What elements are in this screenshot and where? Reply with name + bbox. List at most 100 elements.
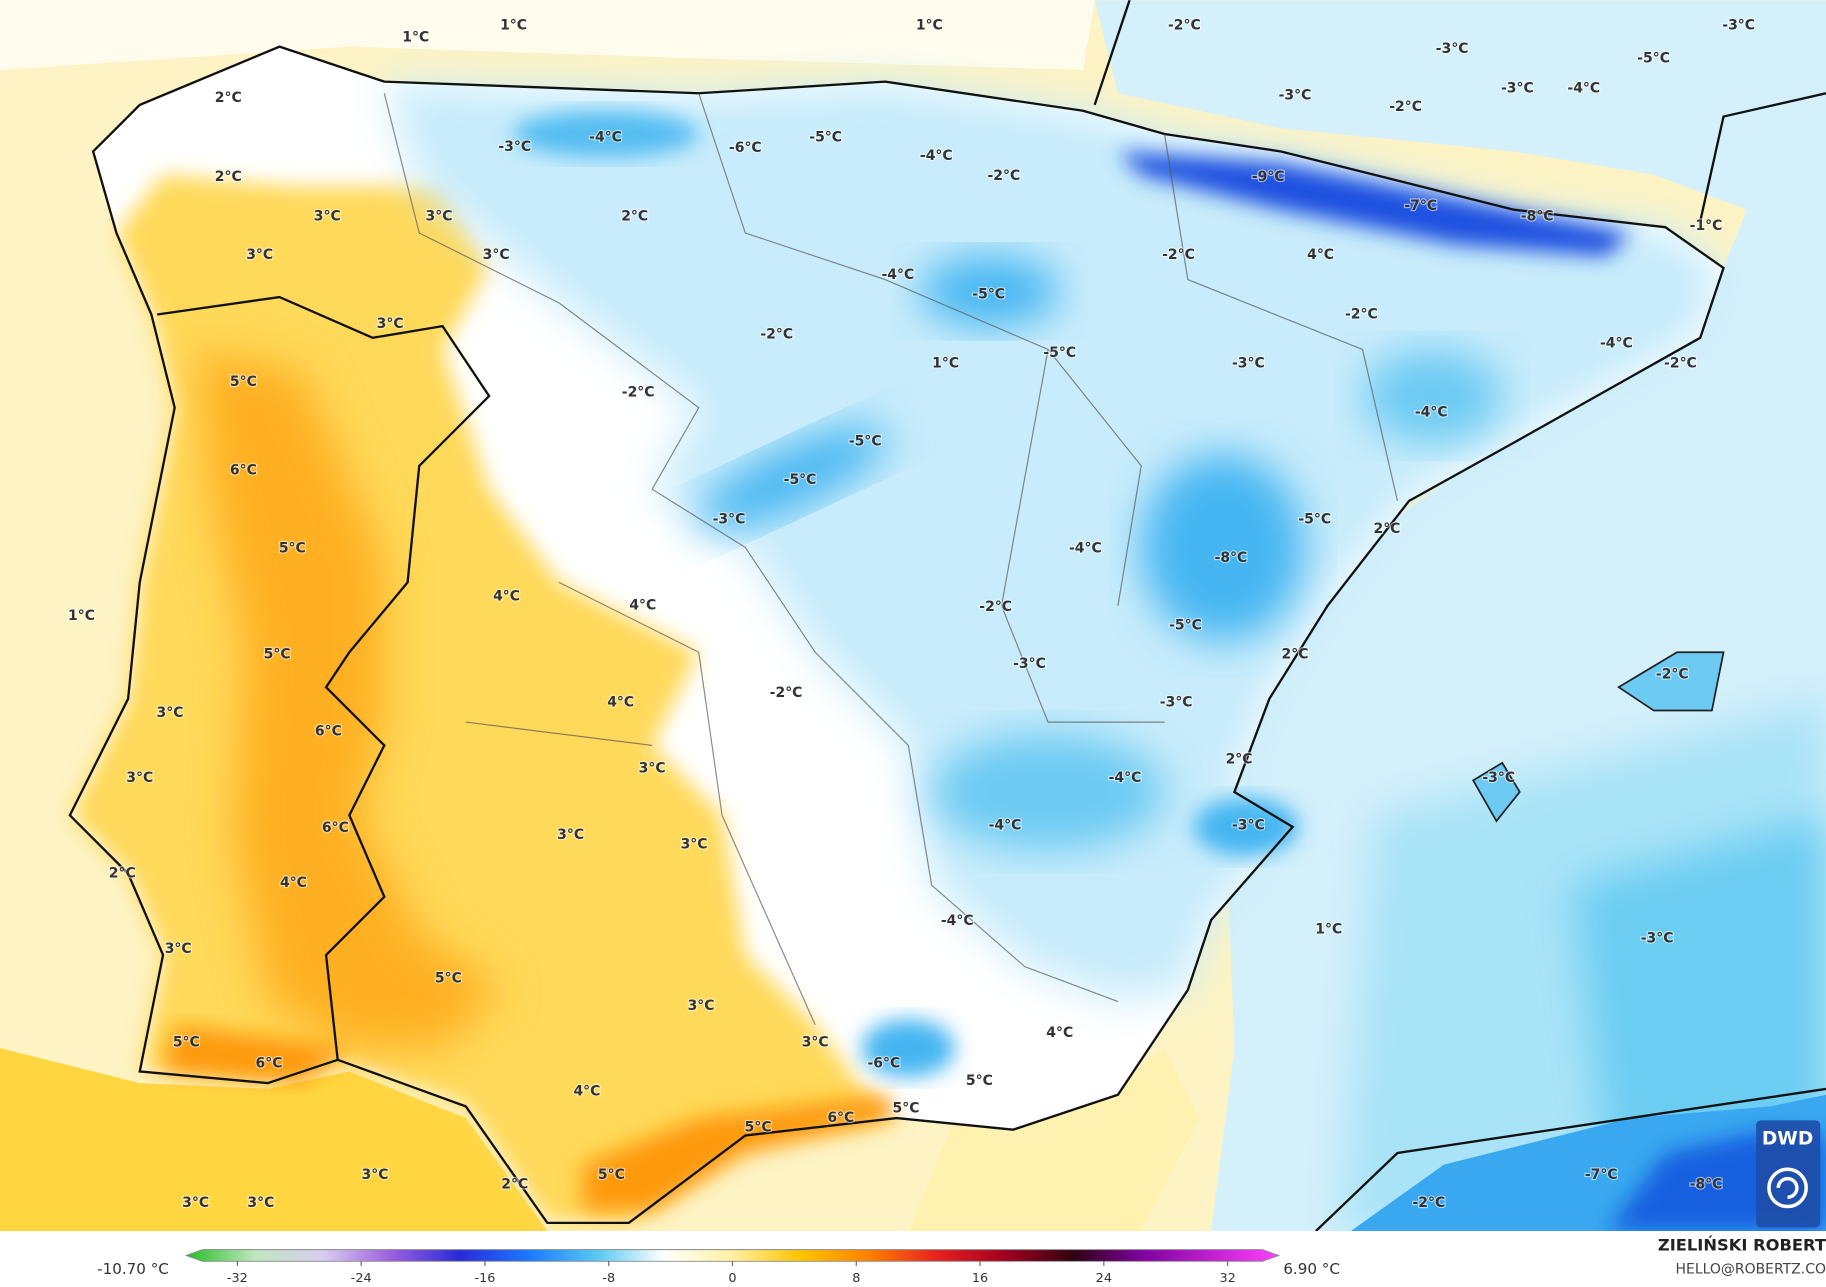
colorbar-tick-label: -8 [602,1271,615,1286]
temperature-label: -5°C [809,130,842,146]
temperature-label: 3°C [639,761,666,777]
temperature-label: -2°C [1413,1195,1446,1211]
temperature-label: -1°C [1690,218,1723,234]
temperature-label: 6°C [827,1110,854,1126]
temperature-label: 4°C [1307,247,1334,263]
credit: DWD ZIELIŃSKI ROBERT HELLO@ROBERTZ.CO [1658,1120,1826,1277]
temperature-label: -3°C [1482,770,1515,786]
temperature-label: -2°C [1345,307,1378,323]
temperature-label: -5°C [849,433,882,449]
temperature-label: 5°C [230,374,257,390]
email: HELLO@ROBERTZ.CO [1676,1261,1826,1277]
temperature-label: -4°C [1109,770,1142,786]
temperature-label: 1°C [500,18,527,34]
temperature-label: -3°C [1641,931,1674,947]
temperature-label: -3°C [1013,656,1046,672]
temperature-label: -2°C [987,168,1020,184]
temperature-label: -3°C [498,139,531,155]
temperature-label: 5°C [264,647,291,663]
temperature-label: 3°C [802,1034,829,1050]
temperature-label: 3°C [182,1195,209,1211]
temperature-label: -2°C [1656,666,1689,682]
temperature-label: -4°C [1567,81,1600,97]
temperature-label: 3°C [361,1167,388,1183]
temperature-label: 3°C [483,247,510,263]
temperature-label: -2°C [979,599,1012,615]
temperature-label: 5°C [893,1101,920,1117]
temperature-label: 3°C [126,770,153,786]
colorbar-tick-label: 24 [1096,1271,1112,1286]
temperature-label: -3°C [713,511,746,527]
temperature-label: -4°C [1600,336,1633,352]
temperature-label: -9°C [1252,169,1285,185]
temperature-label: -8°C [1215,550,1248,566]
temperature-label: -3°C [1232,355,1265,371]
temperature-label: -2°C [760,326,793,342]
temperature-label: 3°C [314,209,341,225]
temperature-label: -6°C [729,140,762,156]
colorbar-tick-label: 16 [972,1271,988,1286]
temperature-label: 3°C [426,209,453,225]
colorbar-max: 6.90 °C [1283,1260,1340,1278]
map-field [0,0,1826,1232]
temperature-label: 2°C [501,1176,528,1192]
temperature-label: 1°C [916,18,943,34]
temperature-label: -4°C [989,818,1022,834]
temperature-label: -2°C [622,385,655,401]
temperature-label: 2°C [215,90,242,106]
colorbar-tick-label: 8 [852,1271,860,1286]
temperature-label: 5°C [598,1167,625,1183]
colorbar-tick-label: -24 [351,1271,372,1286]
temperature-label: -7°C [1585,1167,1618,1183]
temperature-label: -2°C [770,685,803,701]
temperature-label: 2°C [1281,647,1308,663]
temperature-label: -8°C [1690,1176,1723,1192]
temperature-label: -4°C [881,267,914,283]
temperature-label: -2°C [1162,247,1195,263]
temperature-label: 6°C [315,723,342,739]
logo-text: DWD [1762,1129,1813,1150]
temperature-label: 3°C [246,247,273,263]
temperature-label: 6°C [230,463,257,479]
temperature-label: -5°C [1298,511,1331,527]
temperature-label: 5°C [279,541,306,557]
temperature-label: -4°C [920,148,953,164]
temperature-label: -6°C [868,1055,901,1071]
temperature-label: -5°C [1637,50,1670,66]
colorbar-tick-label: -16 [474,1271,495,1286]
temperature-label: -3°C [1501,81,1534,97]
temperature-label: -4°C [941,913,974,929]
author: ZIELIŃSKI ROBERT [1658,1236,1826,1255]
temperature-label: 2°C [215,169,242,185]
colorbar-tick-label: 0 [728,1271,736,1286]
temperature-labels: 1°C 1°C 1°C -2°C -3°C -5°C -3°C -3°C -3°C -4°C -2°… [67,17,1756,1213]
temperature-label: -7°C [1404,198,1437,214]
temperature-label: 3°C [681,836,708,852]
temperature-label: -8°C [1521,209,1554,225]
temperature-label: -2°C [1664,355,1697,371]
temperature-label: 2°C [621,209,648,225]
temperature-label: -5°C [1043,345,1076,361]
temperature-label: 3°C [247,1195,274,1211]
temperature-label: 1°C [68,608,95,624]
temperature-label: 2°C [1373,521,1400,537]
temperature-label: 3°C [557,827,584,843]
temperature-label: 4°C [1046,1025,1073,1041]
colorbar-tick-label: 32 [1219,1271,1235,1286]
temperature-label: 5°C [745,1119,772,1135]
temperature-label: 5°C [435,970,462,986]
temperature-label: -3°C [1436,41,1469,57]
temperature-label: 3°C [165,941,192,957]
temperature-label: 2°C [109,865,136,881]
temperature-label: -5°C [1169,617,1202,633]
colorbar-bar [184,1249,1281,1262]
temperature-label: -5°C [784,472,817,488]
temperature-label: -5°C [972,287,1005,303]
temperature-label: 6°C [256,1055,283,1071]
temperature-label: -2°C [1168,18,1201,34]
temperature-label: -2°C [1389,99,1422,115]
temperature-label: 6°C [322,820,349,836]
temperature-label: 2°C [1226,751,1253,767]
temperature-label: -3°C [1722,18,1755,34]
